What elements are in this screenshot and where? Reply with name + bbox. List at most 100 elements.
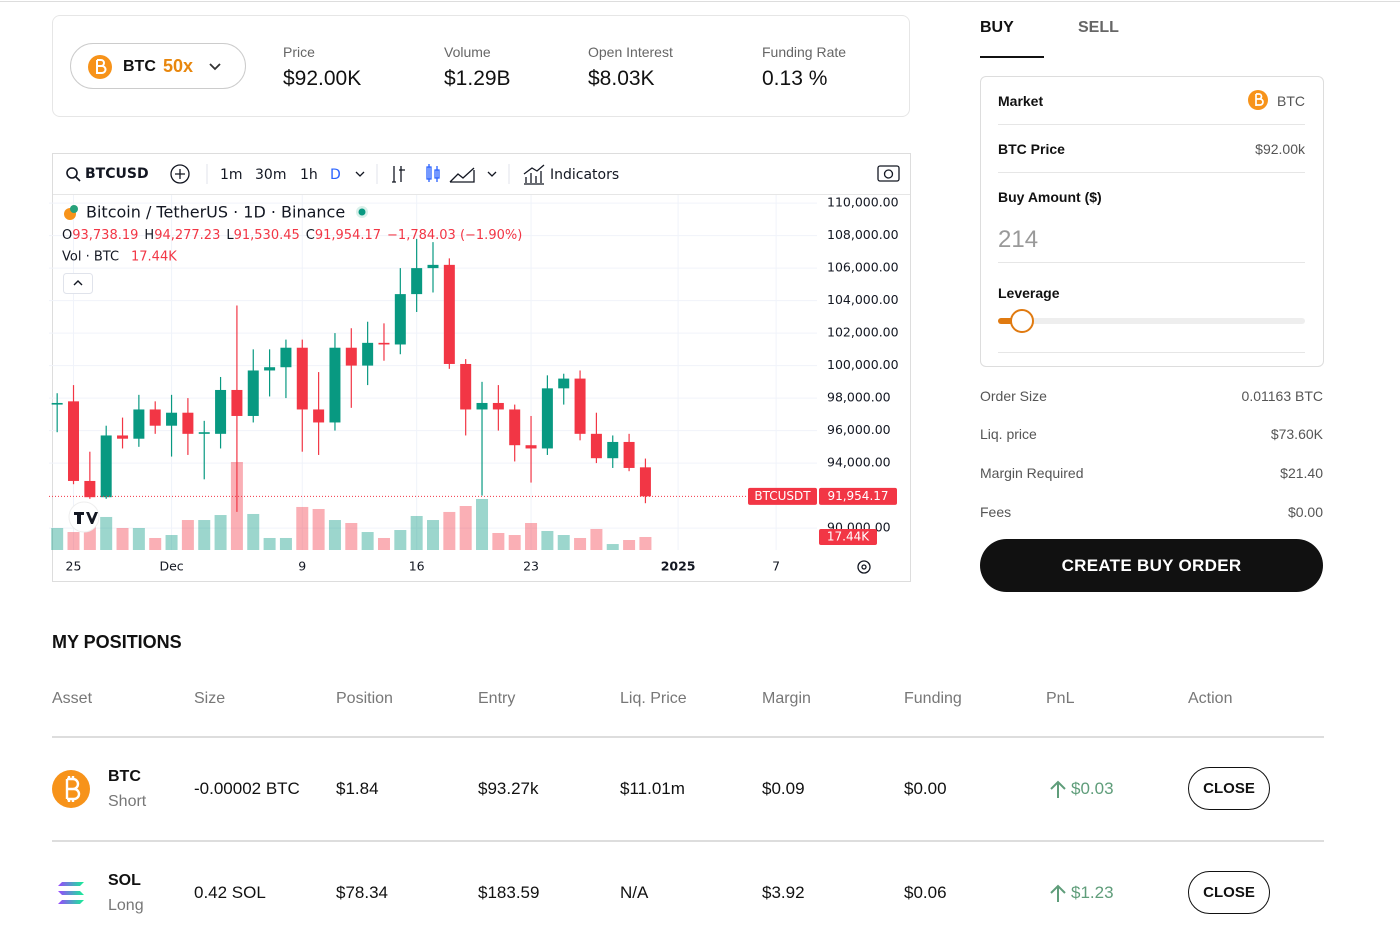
y-tick-label: 102,000.00: [827, 325, 899, 340]
price-tag-symbol-text: BTCUSDT: [754, 489, 811, 503]
ohlc-label: L: [226, 228, 234, 243]
volume-bar: [557, 535, 570, 550]
interval[interactable]: D: [330, 167, 341, 183]
cell: $0.00: [904, 779, 947, 798]
stat-value: $1.29B: [444, 67, 511, 90]
interval[interactable]: 30m: [255, 167, 286, 183]
divider: [998, 124, 1305, 125]
volume-bar: [328, 520, 341, 550]
bars-icon[interactable]: [392, 166, 405, 183]
volume-bar: [279, 537, 292, 550]
asset-side: Short: [108, 793, 147, 810]
candle-body: [411, 268, 423, 295]
price-tag-symbol: [748, 487, 817, 505]
top-rule: [0, 1, 1400, 2]
table-rule: [52, 736, 1324, 738]
market-symbol: BTC: [123, 58, 156, 75]
y-tick-label: 104,000.00: [827, 292, 899, 307]
price-tag-text: 91,954.17: [827, 489, 888, 503]
close-button[interactable]: CLOSE: [1188, 871, 1270, 914]
pnl: $0.03: [1071, 779, 1114, 798]
search-icon-handle: [75, 176, 81, 182]
candle-body: [362, 342, 374, 366]
plot: [49, 195, 817, 550]
indicators-button[interactable]: Indicators: [550, 167, 619, 183]
ohlc-change: −1,784.03 (−1.90%): [387, 228, 522, 243]
interval[interactable]: 1h: [300, 167, 318, 183]
y-tick-label: 96,000.00: [827, 422, 891, 437]
ohlc-value: 94,277.23: [154, 228, 220, 243]
summary-value: $21.40: [1280, 465, 1323, 481]
candle-body: [460, 363, 472, 410]
summary-label: Order Size: [980, 388, 1047, 404]
x-tick-label: 23: [523, 559, 539, 574]
market-card: [52, 15, 910, 117]
candle-body: [590, 433, 602, 459]
settings-button[interactable]: [857, 560, 871, 574]
snapshot-button[interactable]: [877, 165, 900, 182]
candle-body: [476, 402, 488, 410]
summary-value: $73.60K: [1270, 426, 1323, 442]
y-tick-label: 110,000.00: [827, 195, 899, 210]
arrow-up: [1050, 780, 1066, 798]
market-selector[interactable]: [70, 43, 246, 89]
ohlc-value: 91,530.45: [234, 228, 300, 243]
volume-tag: [819, 528, 877, 545]
volume-bar: [377, 537, 390, 550]
market-coin-icon: [1248, 90, 1268, 110]
create-order-button[interactable]: CREATE BUY ORDER: [980, 539, 1323, 592]
cell: $0.06: [904, 883, 947, 902]
search-icon[interactable]: [66, 167, 78, 179]
candle-body: [117, 435, 129, 439]
price-tag: [819, 487, 897, 505]
dropdown-chevrons: [355, 171, 497, 177]
symbol[interactable]: BTCUSD: [85, 166, 149, 182]
x-tick-label: Dec: [159, 559, 183, 574]
tv-logo-mark: [74, 512, 98, 524]
candles-icon[interactable]: [426, 164, 440, 182]
volume-bar: [574, 537, 587, 550]
pnl-arrow: [1049, 883, 1067, 903]
market-status: [358, 208, 366, 216]
order-card: [980, 76, 1324, 367]
column-header: Entry: [478, 690, 516, 707]
y-tick-label: 98,000.00: [827, 390, 891, 405]
cell: $1.84: [336, 779, 379, 798]
cell: -0.00002 BTC: [194, 779, 300, 798]
divider: [998, 172, 1305, 173]
amount-label: Buy Amount ($): [998, 189, 1102, 205]
x-tick-label: 9: [298, 559, 306, 574]
collapse-legend[interactable]: [63, 273, 93, 294]
cell: 0.42 SOL: [194, 883, 266, 902]
amount-input[interactable]: 214: [998, 226, 1039, 253]
stat-value: $8.03K: [588, 67, 655, 90]
volume-bar: [443, 511, 456, 550]
column-header: Action: [1188, 690, 1233, 707]
close-button[interactable]: CLOSE: [1188, 767, 1270, 810]
volume-bar: [345, 523, 358, 550]
slider-knob[interactable]: [1010, 309, 1034, 333]
snapshot-lens: [883, 169, 894, 179]
tab-buy[interactable]: BUY: [980, 19, 1014, 36]
tab-sell[interactable]: SELL: [1078, 19, 1119, 36]
chart-card: [52, 153, 911, 582]
interval[interactable]: 1m: [220, 167, 243, 183]
candle-body: [296, 347, 308, 410]
compare-button[interactable]: [170, 164, 190, 184]
cell: $183.59: [478, 883, 540, 902]
ohlc-value: 91,954.17: [315, 228, 381, 243]
arrow-up: [1050, 884, 1066, 902]
area-icon[interactable]: [449, 167, 475, 183]
summary-value: $0.00: [1287, 504, 1323, 520]
volume-bar: [541, 530, 554, 550]
market-label: Market: [998, 93, 1044, 109]
y-tick-label: 100,000.00: [827, 357, 899, 372]
cell: $3.92: [762, 883, 805, 902]
asset-name: BTC: [108, 768, 141, 785]
chevron: [209, 63, 221, 71]
stat-label: Price: [283, 44, 315, 60]
settings-hub: [861, 564, 867, 570]
volume-bar: [312, 508, 325, 550]
